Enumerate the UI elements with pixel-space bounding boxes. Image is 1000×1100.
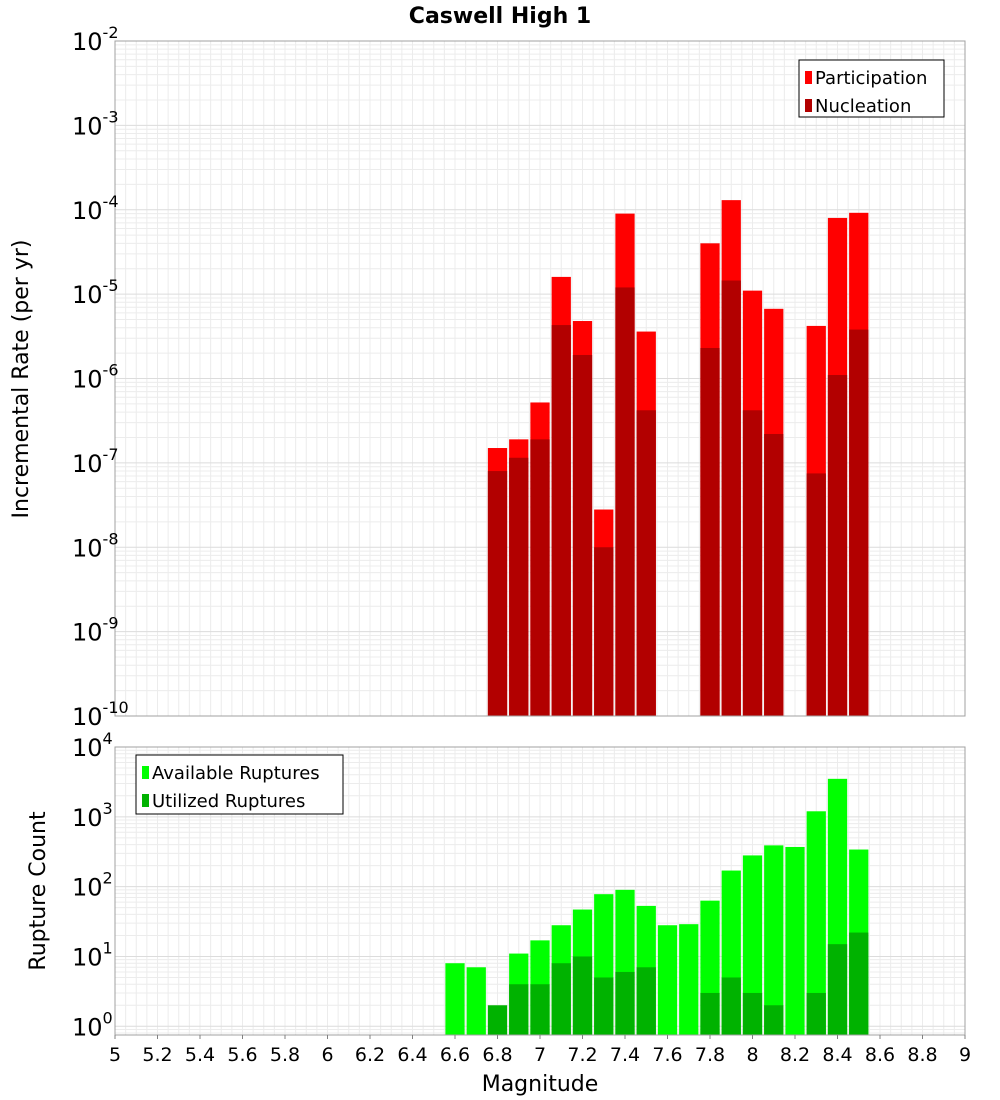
count-plot-bar-available-ruptures-8	[742, 855, 763, 1035]
rate-plot-bar-nucleation-8.4	[827, 375, 848, 716]
legend-swatch	[142, 766, 149, 779]
y-axis-label-rate: Incremental Rate (per yr)	[9, 240, 34, 519]
x-tick-label: 9	[959, 1044, 971, 1066]
x-tick-label: 7.2	[567, 1044, 597, 1066]
x-tick-label: 5.4	[185, 1044, 215, 1066]
x-tick-label: 5	[109, 1044, 121, 1066]
legend-swatch	[142, 794, 149, 807]
rate-plot-bar-nucleation-7	[530, 439, 550, 716]
y-tick-label: 10-5	[72, 276, 119, 309]
count-plot-bar-available-ruptures-8.2	[785, 846, 805, 1035]
count-plot-bar-available-ruptures-8.1	[764, 845, 784, 1035]
legend-swatch	[805, 99, 812, 112]
legend-label: Participation	[815, 68, 927, 89]
x-tick-label: 7.6	[652, 1044, 682, 1066]
count-plot-bar-utilized-ruptures-7.1	[551, 963, 571, 1035]
rate-plot-bar-nucleation-7.5	[636, 410, 656, 716]
count-plot-bar-utilized-ruptures-8.1	[764, 1005, 784, 1035]
rate-plot-bar-nucleation-7.1	[551, 325, 571, 716]
x-tick-label: 5.6	[227, 1044, 257, 1066]
rate-plot-bar-nucleation-7.3	[594, 547, 614, 716]
y-tick-label: 101	[72, 938, 113, 971]
legend-swatch	[805, 71, 812, 84]
legend-label: Nucleation	[815, 96, 911, 117]
y-tick-label: 10-9	[72, 614, 119, 647]
rate-plot-bar-nucleation-8	[742, 410, 763, 716]
count-plot-legend: Available Ruptures Utilized Ruptures	[135, 754, 344, 815]
count-plot-bar-utilized-ruptures-7.5	[636, 967, 656, 1035]
count-plot-bar-available-ruptures-6.7	[466, 967, 486, 1035]
x-tick-label: 5.2	[142, 1044, 172, 1066]
count-plot-bar-utilized-ruptures-7	[530, 984, 550, 1035]
rate-plot-legend: Participation Nucleation	[798, 59, 945, 118]
y-tick-label: 10-8	[72, 529, 119, 562]
y-tick-label: 10-7	[72, 445, 119, 478]
x-tick-label: 6.6	[440, 1044, 470, 1066]
count-plot-bar-utilized-ruptures-7.4	[615, 971, 635, 1035]
x-axis-label: Magnitude	[482, 1072, 599, 1097]
count-plot-bar-available-ruptures-6.6	[445, 963, 465, 1035]
x-tick-label: 8.6	[865, 1044, 895, 1066]
x-tick-label: 8.8	[907, 1044, 937, 1066]
y-tick-label: 102	[72, 869, 113, 902]
count-plot-y-ticks: 104 103 102 101 100	[72, 729, 113, 1041]
x-tick-label: 8	[746, 1044, 758, 1066]
x-tick-label: 7	[534, 1044, 546, 1066]
rate-plot-bar-nucleation-6.9	[509, 457, 529, 716]
rate-plot-bar-nucleation-8.5	[849, 329, 869, 716]
rate-plot-bar-nucleation-8.1	[764, 433, 784, 716]
count-plot-bar-utilized-ruptures-8.5	[849, 932, 869, 1035]
y-tick-label: 10-4	[72, 192, 119, 225]
rate-plot-bar-nucleation-7.4	[615, 287, 635, 716]
x-tick-label: 8.2	[780, 1044, 810, 1066]
count-plot-bar-available-ruptures-7.6	[657, 925, 678, 1035]
x-tick-label: 6	[321, 1044, 333, 1066]
count-plot-bar-utilized-ruptures-8	[742, 992, 763, 1035]
count-plot-bar-utilized-ruptures-8.3	[806, 992, 826, 1035]
count-plot-bar-utilized-ruptures-7.2	[572, 956, 593, 1035]
count-plot-bar-utilized-ruptures-7.8	[700, 992, 720, 1035]
rate-plot-bar-nucleation-7.2	[572, 354, 593, 716]
rate-plot-bars	[487, 200, 869, 717]
x-tick-label: 8.4	[822, 1044, 852, 1066]
count-plot-bar-utilized-ruptures-7.3	[594, 977, 614, 1035]
rate-plot-bar-nucleation-7.9	[721, 280, 741, 716]
legend-label: Available Ruptures	[152, 763, 320, 784]
y-tick-label: 10-3	[72, 107, 119, 140]
x-tick-label: 6.8	[482, 1044, 512, 1066]
x-ticks: 5 5.2 5.4 5.6 5.8 6 6.2 6.4 6.6 6.8 7 7.2 7.4 7.6 7.8 8…	[109, 1035, 971, 1066]
legend-label: Utilized Ruptures	[152, 791, 305, 812]
y-axis-label-count: Rupture Count	[26, 811, 51, 971]
x-tick-label: 7.4	[610, 1044, 640, 1066]
rate-plot-bar-nucleation-6.8	[487, 471, 508, 716]
count-plot-bar-utilized-ruptures-8.4	[827, 944, 848, 1035]
y-tick-label: 10-10	[72, 698, 129, 731]
y-tick-label: 103	[72, 799, 113, 832]
rate-plot-bar-nucleation-8.3	[806, 473, 826, 716]
count-plot-bar-utilized-ruptures-6.8	[487, 1005, 508, 1035]
y-tick-label: 104	[72, 729, 113, 762]
x-tick-label: 5.8	[270, 1044, 300, 1066]
chart-title: Caswell High 1	[409, 4, 591, 29]
y-tick-label: 100	[72, 1008, 113, 1041]
x-tick-label: 7.8	[695, 1044, 725, 1066]
count-plot-bar-available-ruptures-7.7	[679, 924, 699, 1035]
count-plot-bar-utilized-ruptures-7.9	[721, 977, 741, 1035]
rate-plot-y-ticks: 10-2 10-3 10-4 10-5 10-6 10-7 10-8 10-9 10-10	[72, 23, 129, 731]
count-plot-bar-available-ruptures-8.3	[806, 811, 826, 1035]
count-plot-bar-utilized-ruptures-6.9	[509, 984, 529, 1035]
y-tick-label: 10-2	[72, 23, 119, 56]
count-plot-bars	[445, 778, 869, 1035]
rate-plot-frame	[114, 40, 966, 717]
y-tick-label: 10-6	[72, 361, 119, 394]
x-tick-label: 6.4	[397, 1044, 427, 1066]
x-tick-label: 6.2	[355, 1044, 385, 1066]
rate-plot-grid	[114, 40, 966, 717]
rate-plot-bar-nucleation-7.8	[700, 347, 720, 716]
